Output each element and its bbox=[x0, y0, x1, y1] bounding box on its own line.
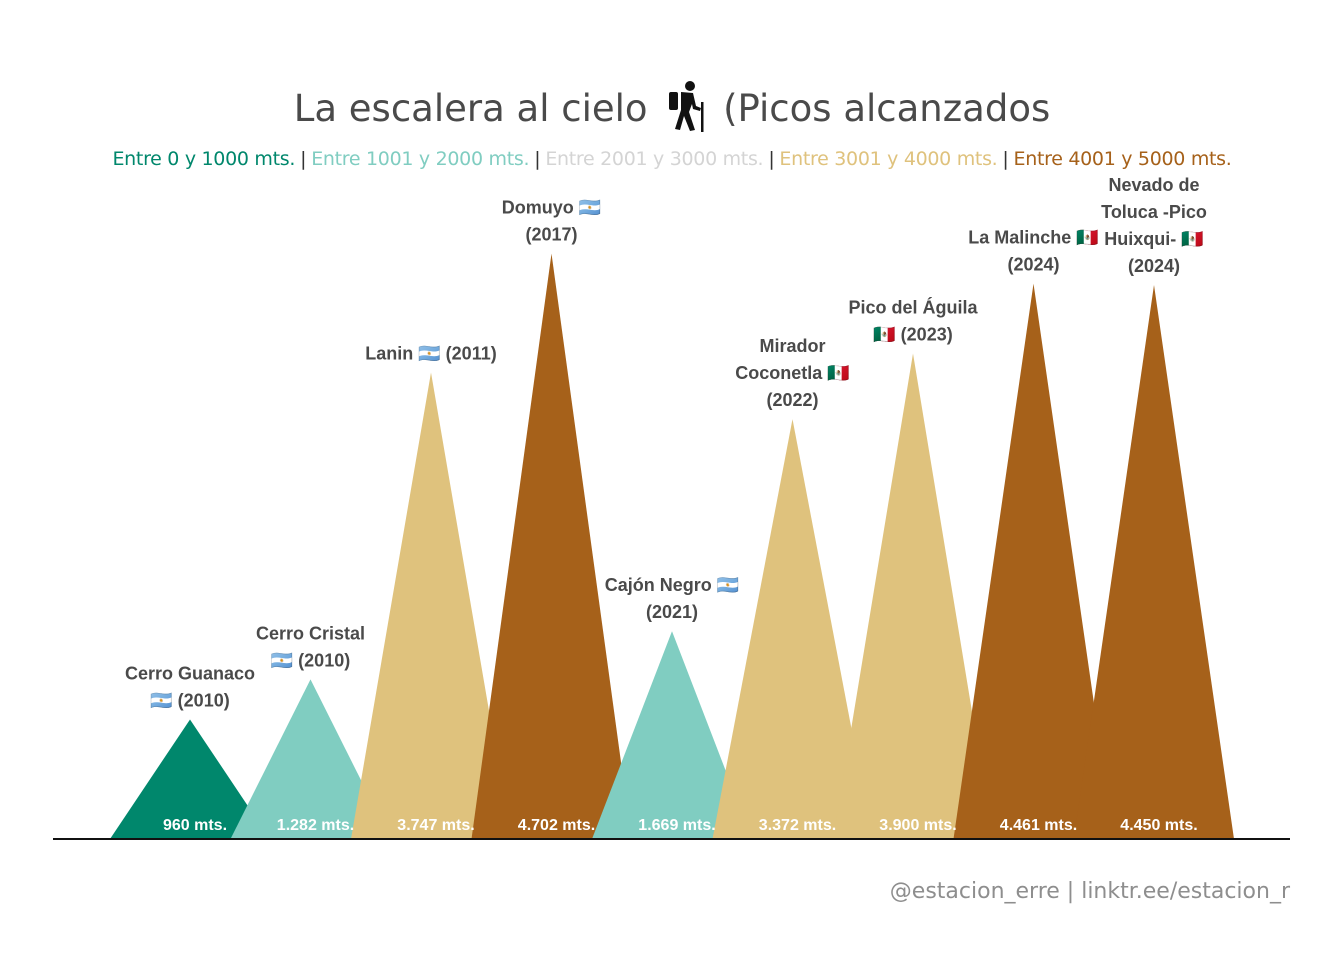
peak-label-2: Lanin 🇦🇷 (2011) bbox=[365, 343, 496, 363]
peak-label-4: Cajón Negro 🇦🇷 (2021) bbox=[605, 575, 739, 622]
value-label-5: 3.372 mts. bbox=[759, 817, 836, 834]
peak-4 bbox=[592, 631, 752, 839]
title-text-after: (Picos alcanzados bbox=[723, 87, 1051, 130]
peak-label-line: 🇦🇷 (2010) bbox=[150, 690, 229, 710]
peak-3 bbox=[471, 253, 632, 839]
peak-7 bbox=[953, 283, 1114, 840]
peak-label-line: Coconetla 🇲🇽 bbox=[735, 363, 849, 383]
caption: @estacion_erre | linktr.ee/estacion_r bbox=[889, 879, 1290, 904]
peak-label-line: (2021) bbox=[646, 602, 698, 622]
peak-8 bbox=[1074, 284, 1234, 840]
peak-label-line: Pico del Águila bbox=[848, 296, 978, 317]
peak-label-line: (2017) bbox=[525, 225, 577, 245]
chart-title: La escalera al cielo (Picos alcanzados bbox=[0, 80, 1344, 141]
peak-label-3: Domuyo 🇦🇷 (2017) bbox=[502, 198, 601, 245]
title-text-before: La escalera al cielo bbox=[293, 87, 648, 130]
peak-label-line: Toluca -Pico bbox=[1101, 202, 1207, 222]
peak-label-0: Cerro Guanaco 🇦🇷 (2010) bbox=[125, 663, 255, 710]
peak-label-line: 🇲🇽 (2023) bbox=[873, 324, 952, 344]
legend-item-1: Entre 1001 y 2000 mts. bbox=[311, 148, 530, 170]
peak-label-line: Nevado de bbox=[1108, 175, 1199, 195]
peak-label-line: Mirador bbox=[759, 336, 825, 356]
peak-label-7: La Malinche 🇲🇽 (2024) bbox=[968, 228, 1098, 275]
peak-label-line: (2024) bbox=[1007, 255, 1059, 275]
peak-label-line: La Malinche 🇲🇽 bbox=[968, 228, 1098, 248]
peak-label-line: Domuyo 🇦🇷 bbox=[502, 198, 601, 218]
peak-label-line: (2024) bbox=[1128, 256, 1180, 276]
peak-label-line: (2022) bbox=[766, 390, 818, 410]
legend-separator: | bbox=[768, 148, 775, 170]
legend-separator: | bbox=[300, 148, 307, 170]
value-label-2: 3.747 mts. bbox=[397, 817, 474, 834]
peak-1 bbox=[230, 679, 391, 839]
legend-separator: | bbox=[534, 148, 541, 170]
peak-2 bbox=[351, 372, 511, 839]
peak-label-line: Lanin 🇦🇷 (2011) bbox=[365, 343, 496, 363]
peak-label-8: Nevado de Toluca -Pico Huixqui- 🇲🇽 (2024) bbox=[1101, 175, 1207, 276]
legend-separator: | bbox=[1002, 148, 1009, 170]
legend-item-3: Entre 3001 y 4000 mts. bbox=[779, 148, 998, 170]
value-label-8: 4.450 mts. bbox=[1120, 817, 1197, 834]
peak-label-line: Huixqui- 🇲🇽 bbox=[1104, 229, 1203, 249]
legend-item-0: Entre 0 y 1000 mts. bbox=[112, 148, 296, 170]
peak-label-line: Cerro Cristal bbox=[256, 623, 365, 643]
value-label-4: 1.669 mts. bbox=[638, 817, 715, 834]
peak-label-line: Cajón Negro 🇦🇷 bbox=[605, 575, 739, 595]
peak-label-line: 🇦🇷 (2010) bbox=[271, 650, 350, 670]
peak-label-6: Pico del Águila 🇲🇽 (2023) bbox=[848, 296, 978, 344]
peak-label-1: Cerro Cristal 🇦🇷 (2010) bbox=[256, 623, 365, 670]
hiker-icon bbox=[663, 80, 707, 141]
value-label-1: 1.282 mts. bbox=[277, 817, 354, 834]
peak-0 bbox=[110, 719, 270, 839]
peak-label-5: Mirador Coconetla 🇲🇽 (2022) bbox=[735, 336, 849, 410]
value-label-0: 960 mts. bbox=[163, 817, 227, 834]
labels-layer: 960 mts. Cerro Guanaco 🇦🇷 (2010) 1.282 mts.… bbox=[125, 175, 1207, 834]
legend: Entre 0 y 1000 mts. | Entre 1001 y 2000 mt… bbox=[0, 148, 1344, 170]
peaks-layer bbox=[110, 253, 1234, 840]
peak-label-line: Cerro Guanaco bbox=[125, 663, 255, 683]
value-label-6: 3.900 mts. bbox=[879, 817, 956, 834]
legend-item-4: Entre 4001 y 5000 mts. bbox=[1013, 148, 1232, 170]
peak-5 bbox=[712, 419, 873, 839]
value-label-7: 4.461 mts. bbox=[1000, 817, 1077, 834]
value-label-3: 4.702 mts. bbox=[518, 817, 595, 834]
peak-6 bbox=[833, 353, 993, 839]
legend-item-2: Entre 2001 y 3000 mts. bbox=[545, 148, 764, 170]
